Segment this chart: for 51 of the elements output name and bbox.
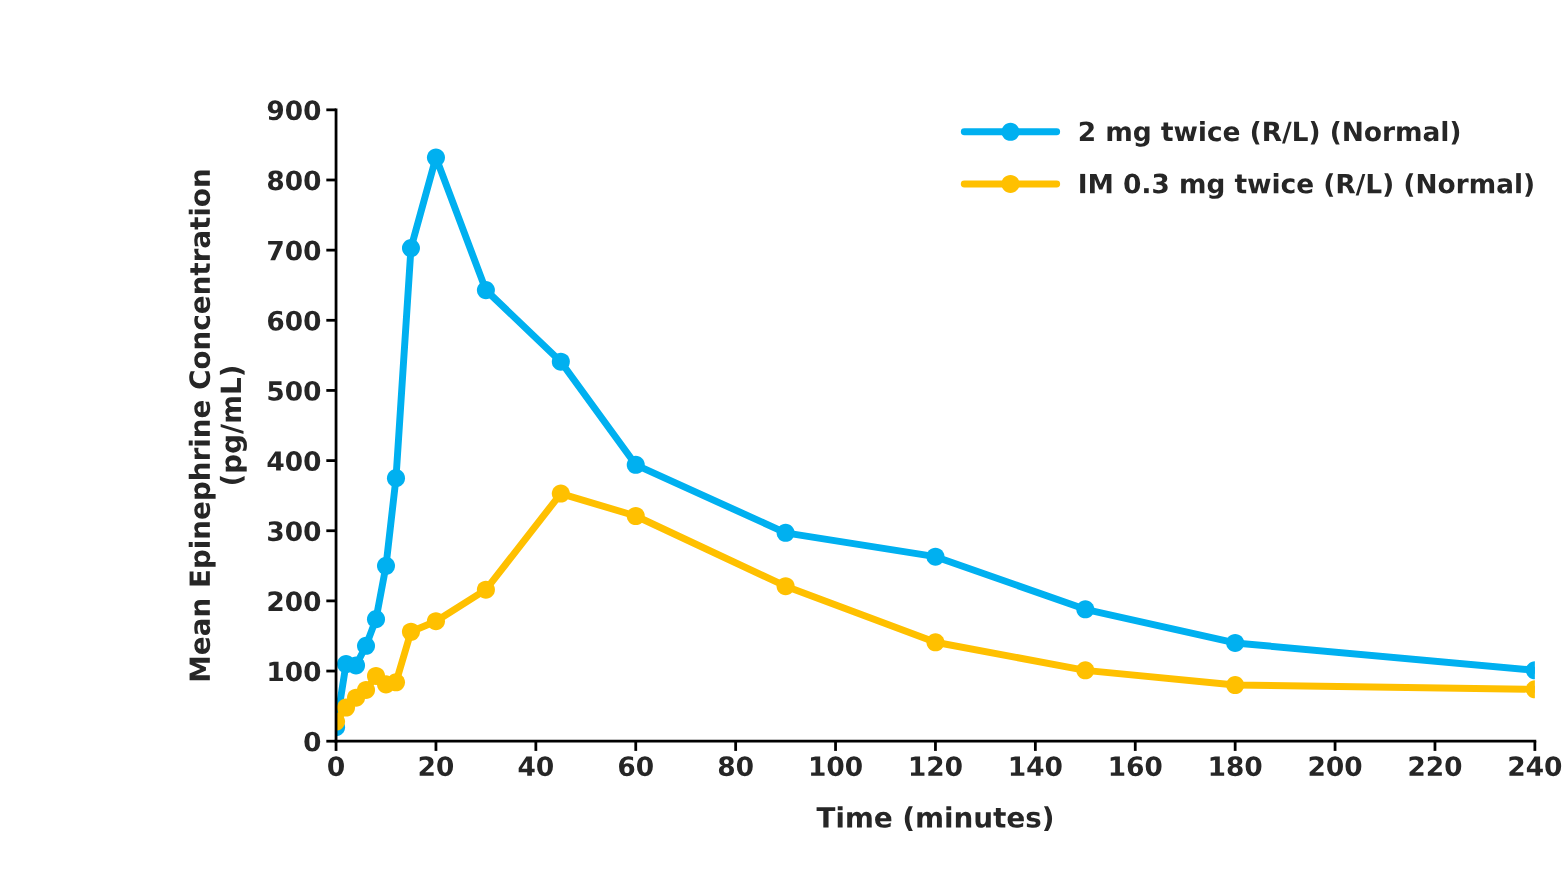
point bbox=[401, 239, 420, 258]
y-tick-label: 500 bbox=[268, 380, 321, 401]
point bbox=[926, 633, 945, 652]
point bbox=[776, 523, 795, 542]
point bbox=[376, 556, 396, 575]
x-tick-label: 60 bbox=[619, 756, 653, 777]
point bbox=[426, 148, 445, 167]
point bbox=[1226, 676, 1245, 695]
y-tick-label: 300 bbox=[268, 521, 321, 542]
x-tick-label: 140 bbox=[1010, 756, 1062, 777]
point bbox=[426, 612, 445, 631]
y-tick-label: 600 bbox=[268, 310, 321, 331]
y-tick-label: 900 bbox=[267, 100, 321, 121]
x-tick-label: 0 bbox=[328, 756, 344, 777]
point bbox=[386, 469, 406, 488]
x-axis-title: Time (minutes) bbox=[816, 806, 1053, 832]
y-axis-title: Mean Epinephrine Concentration (pg/mL) bbox=[188, 170, 247, 681]
point bbox=[386, 673, 406, 692]
x-tick-label: 40 bbox=[518, 756, 553, 777]
x-tick-label: 220 bbox=[1409, 756, 1462, 777]
x-tick-label: 160 bbox=[1110, 756, 1162, 777]
x-tick-label: 200 bbox=[1309, 756, 1362, 777]
x-tick-label: 20 bbox=[419, 756, 454, 777]
point bbox=[356, 636, 376, 655]
x-tick-label: 180 bbox=[1210, 756, 1262, 777]
point bbox=[926, 547, 945, 566]
point bbox=[1076, 600, 1095, 619]
y-tick-label: 200 bbox=[268, 591, 321, 612]
point bbox=[1076, 661, 1095, 680]
y-tick-label: 100 bbox=[269, 661, 321, 682]
x-tick-label: 120 bbox=[910, 756, 962, 777]
point bbox=[626, 455, 645, 474]
legend-label: IM 0.3 mg twice (R/L) (Normal) bbox=[1080, 173, 1533, 199]
x-tick-label: 100 bbox=[810, 756, 862, 777]
point bbox=[476, 580, 495, 599]
y-tick-label: 400 bbox=[267, 451, 321, 471]
point bbox=[626, 506, 645, 526]
point bbox=[401, 622, 420, 641]
point bbox=[476, 281, 495, 300]
point bbox=[776, 577, 795, 596]
point bbox=[551, 352, 570, 371]
y-tick-label: 0 bbox=[304, 731, 321, 752]
x-tick-label: 80 bbox=[718, 756, 753, 777]
y-tick-label: 800 bbox=[267, 170, 321, 191]
point bbox=[356, 680, 376, 700]
point bbox=[1226, 633, 1245, 653]
legend-label: 2 mg twice (R/L) (Normal) bbox=[1079, 120, 1460, 147]
point bbox=[551, 484, 570, 503]
point bbox=[366, 610, 386, 629]
y-tick-label: 700 bbox=[268, 240, 321, 261]
x-tick-label: 240 bbox=[1509, 756, 1562, 777]
